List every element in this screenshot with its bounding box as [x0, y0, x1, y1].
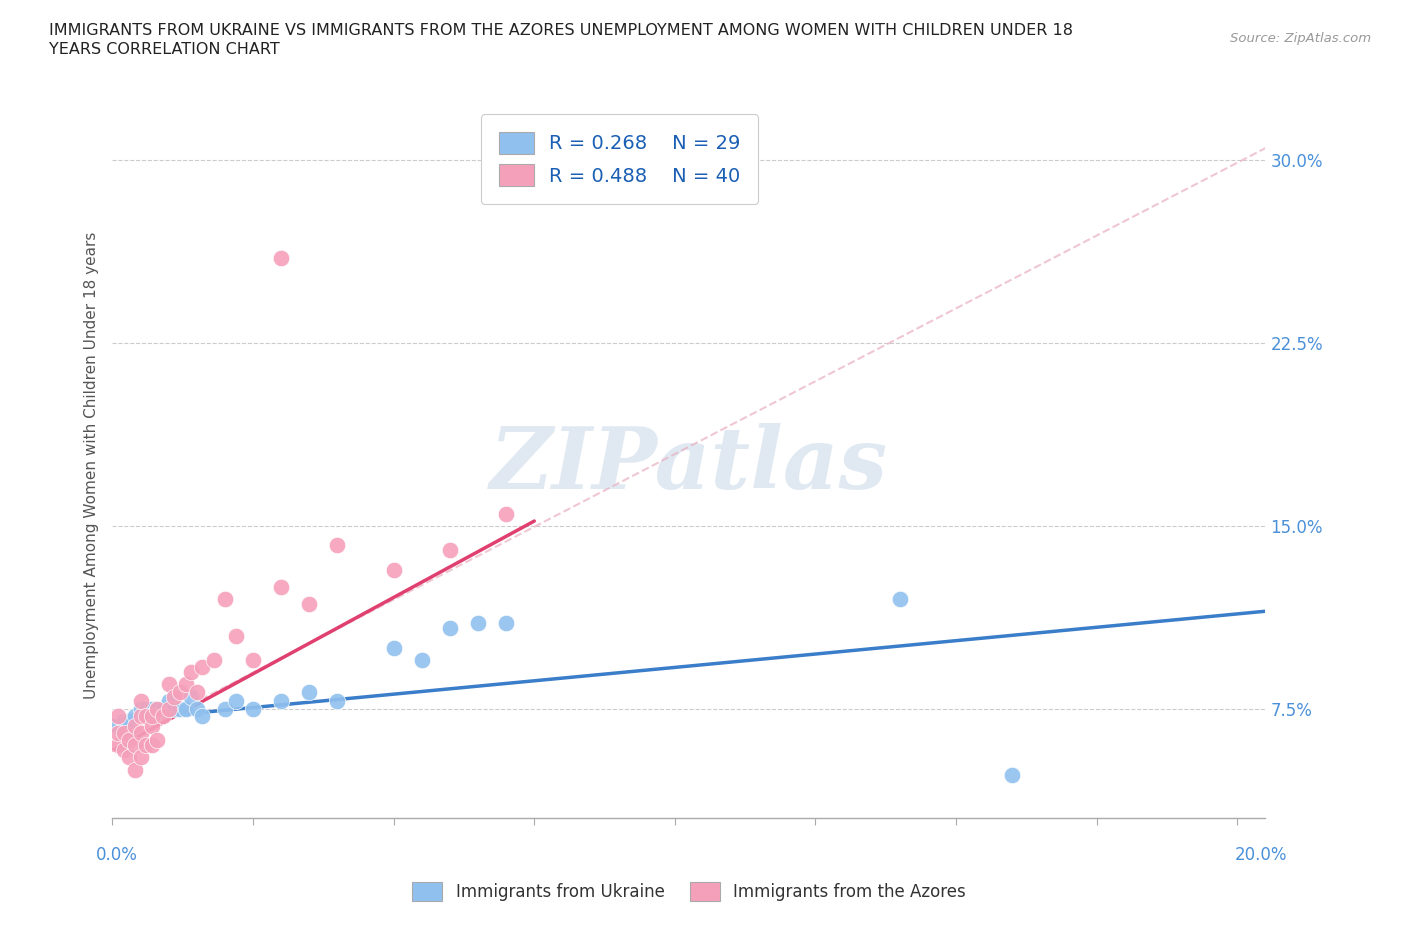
- Point: [112, 725, 135, 740]
- Point: [180, 689, 202, 704]
- Point: [495, 506, 517, 521]
- Text: 20.0%: 20.0%: [1234, 846, 1288, 864]
- Point: [411, 653, 433, 668]
- Point: [118, 733, 141, 748]
- Point: [157, 694, 180, 709]
- Point: [889, 591, 911, 606]
- Point: [186, 684, 208, 699]
- Point: [163, 689, 186, 704]
- Point: [191, 660, 214, 675]
- Point: [270, 579, 292, 594]
- Point: [174, 701, 197, 716]
- Point: [135, 701, 157, 716]
- Point: [214, 591, 236, 606]
- Point: [298, 596, 321, 611]
- Point: [146, 733, 169, 748]
- Point: [124, 763, 146, 777]
- Point: [118, 713, 141, 728]
- Point: [225, 694, 247, 709]
- Point: [112, 743, 135, 758]
- Point: [191, 709, 214, 724]
- Point: [146, 701, 169, 716]
- Point: [124, 718, 146, 733]
- Point: [141, 701, 163, 716]
- Text: ZIPatlas: ZIPatlas: [489, 423, 889, 507]
- Point: [129, 750, 152, 764]
- Text: YEARS CORRELATION CHART: YEARS CORRELATION CHART: [49, 42, 280, 57]
- Point: [382, 641, 405, 656]
- Point: [202, 653, 225, 668]
- Point: [135, 737, 157, 752]
- Text: Source: ZipAtlas.com: Source: ZipAtlas.com: [1230, 32, 1371, 45]
- Point: [107, 737, 129, 752]
- Point: [129, 709, 152, 724]
- Point: [467, 616, 489, 631]
- Point: [439, 621, 461, 636]
- Point: [118, 750, 141, 764]
- Point: [1001, 767, 1024, 782]
- Point: [112, 713, 135, 728]
- Point: [141, 718, 163, 733]
- Point: [129, 725, 152, 740]
- Point: [225, 628, 247, 643]
- Point: [129, 701, 152, 716]
- Text: 0.0%: 0.0%: [96, 846, 138, 864]
- Point: [439, 543, 461, 558]
- Point: [242, 701, 264, 716]
- Point: [157, 701, 180, 716]
- Point: [152, 709, 174, 724]
- Point: [141, 737, 163, 752]
- Point: [124, 737, 146, 752]
- Point: [242, 653, 264, 668]
- Point: [107, 718, 129, 733]
- Point: [495, 616, 517, 631]
- Point: [141, 709, 163, 724]
- Point: [169, 701, 191, 716]
- Text: IMMIGRANTS FROM UKRAINE VS IMMIGRANTS FROM THE AZORES UNEMPLOYMENT AMONG WOMEN W: IMMIGRANTS FROM UKRAINE VS IMMIGRANTS FR…: [49, 23, 1073, 38]
- Point: [180, 665, 202, 680]
- Point: [135, 709, 157, 724]
- Point: [174, 677, 197, 692]
- Point: [124, 709, 146, 724]
- Point: [157, 677, 180, 692]
- Point: [270, 694, 292, 709]
- Point: [152, 701, 174, 716]
- Point: [270, 250, 292, 265]
- Point: [169, 684, 191, 699]
- Legend: Immigrants from Ukraine, Immigrants from the Azores: Immigrants from Ukraine, Immigrants from…: [405, 875, 973, 908]
- Point: [146, 701, 169, 716]
- Point: [186, 701, 208, 716]
- Point: [129, 694, 152, 709]
- Point: [298, 684, 321, 699]
- Point: [107, 725, 129, 740]
- Legend: R = 0.268    N = 29, R = 0.488    N = 40: R = 0.268 N = 29, R = 0.488 N = 40: [481, 114, 758, 204]
- Point: [163, 701, 186, 716]
- Y-axis label: Unemployment Among Women with Children Under 18 years: Unemployment Among Women with Children U…: [83, 232, 98, 698]
- Point: [326, 694, 349, 709]
- Point: [382, 563, 405, 578]
- Point: [326, 538, 349, 552]
- Point: [107, 709, 129, 724]
- Point: [214, 701, 236, 716]
